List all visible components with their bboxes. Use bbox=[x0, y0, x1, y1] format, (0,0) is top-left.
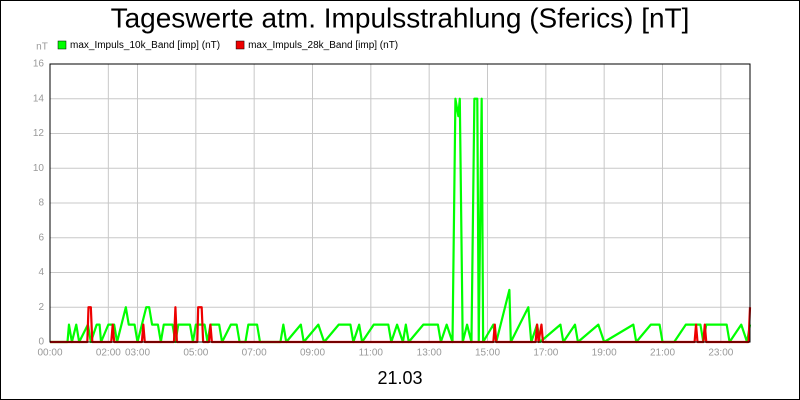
x-tick-label: 21:00 bbox=[650, 348, 675, 359]
y-tick-label: 14 bbox=[33, 93, 45, 104]
x-tick-label: 02:00 bbox=[96, 348, 121, 359]
x-tick-label: 03:00 bbox=[125, 348, 150, 359]
plot-frame bbox=[49, 63, 751, 343]
x-tick-label: 19:00 bbox=[592, 348, 617, 359]
x-tick-label: 11:00 bbox=[359, 348, 384, 359]
chart-title: Tageswerte atm. Impulsstrahlung (Sferics… bbox=[111, 2, 690, 33]
series-line bbox=[50, 97, 752, 344]
y-tick-label: 12 bbox=[33, 128, 45, 139]
x-tick-label: 17:00 bbox=[533, 348, 558, 359]
y-tick-label: 10 bbox=[33, 163, 45, 174]
legend-swatch bbox=[57, 40, 67, 50]
x-tick-label: 05:00 bbox=[183, 348, 208, 359]
y-tick-label: 8 bbox=[38, 198, 44, 209]
x-tick-label: 13:00 bbox=[417, 348, 442, 359]
x-tick-label: 15:00 bbox=[475, 348, 500, 359]
legend-label: max_Impuls_28k_Band [imp] (nT) bbox=[248, 40, 398, 51]
x-tick-label: 23:00 bbox=[708, 348, 733, 359]
x-tick-label: 09:00 bbox=[300, 348, 325, 359]
y-tick-label: 0 bbox=[38, 337, 44, 348]
x-axis-label: 21.03 bbox=[377, 368, 422, 388]
legend: max_Impuls_10k_Band [imp] (nT) max_Impuls… bbox=[57, 40, 398, 51]
y-axis-label: nT bbox=[36, 42, 48, 53]
y-tick-label: 4 bbox=[38, 267, 44, 278]
legend-swatch bbox=[235, 40, 245, 50]
y-tick-label: 6 bbox=[38, 232, 44, 243]
x-tick-label: 00:00 bbox=[37, 348, 62, 359]
x-tick-label: 07:00 bbox=[242, 348, 267, 359]
legend-label: max_Impuls_10k_Band [imp] (nT) bbox=[70, 40, 220, 51]
y-tick-label: 2 bbox=[38, 302, 44, 313]
y-tick-label: 16 bbox=[33, 59, 45, 70]
